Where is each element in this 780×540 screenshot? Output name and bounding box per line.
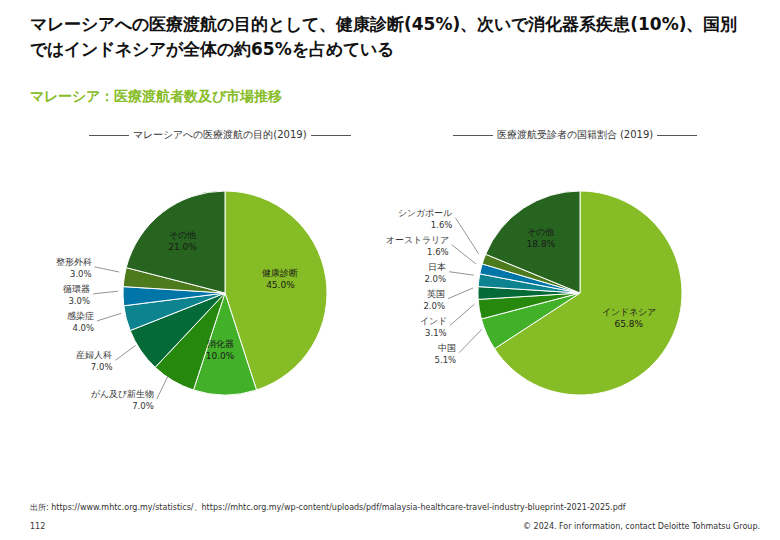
svg-text:循環器3.0%: 循環器3.0% bbox=[63, 284, 90, 306]
svg-text:消化器10.0%: 消化器10.0% bbox=[206, 339, 235, 361]
svg-text:健康診断45.0%: 健康診断45.0% bbox=[262, 268, 298, 290]
svg-text:がん及び新生物7.0%: がん及び新生物7.0% bbox=[91, 389, 154, 411]
html-text:医療渡航受診者の国籍割合 (2019): 医療渡航受診者の国籍割合 (2019) bbox=[496, 129, 654, 140]
svg-text:オーストラリア1.6%: オーストラリア1.6% bbox=[386, 235, 449, 257]
html-text:マレーシアへの医療渡航の目的(2019): マレーシアへの医療渡航の目的(2019) bbox=[133, 129, 307, 140]
html-text:© 2024. For information, conta: © 2024. For information, contact Deloitt… bbox=[523, 522, 760, 531]
html-text:マレーシア：医療渡航者数及び市場推移: マレーシア：医療渡航者数及び市場推移 bbox=[30, 88, 282, 104]
html-text:出所: https://www.mhtc.org.my/st: 出所: https://www.mhtc.org.my/statistics/、… bbox=[30, 503, 626, 512]
svg-text:産婦人科7.0%: 産婦人科7.0% bbox=[76, 350, 112, 372]
svg-text:インド3.1%: インド3.1% bbox=[420, 316, 447, 338]
svg-text:その他18.8%: その他18.8% bbox=[527, 227, 556, 249]
svg-text:インドネシア65.8%: インドネシア65.8% bbox=[602, 307, 656, 329]
html-text:マレーシアへの医療渡航の目的として、健康診断(45%)、次い: マレーシアへの医療渡航の目的として、健康診断(45%)、次いで消化器系疾患(10… bbox=[30, 14, 738, 59]
svg-text:中国5.1%: 中国5.1% bbox=[435, 343, 457, 365]
svg-text:英国2.0%: 英国2.0% bbox=[423, 289, 445, 311]
svg-text:シンガポール1.6%: シンガポール1.6% bbox=[398, 208, 452, 230]
svg-text:感染症4.0%: 感染症4.0% bbox=[67, 311, 94, 333]
svg-text:整形外科3.0%: 整形外科3.0% bbox=[56, 257, 92, 279]
svg-text:その他21.0%: その他21.0% bbox=[168, 230, 197, 252]
svg-text:日本2.0%: 日本2.0% bbox=[424, 262, 446, 284]
html-text:112: 112 bbox=[30, 522, 46, 531]
